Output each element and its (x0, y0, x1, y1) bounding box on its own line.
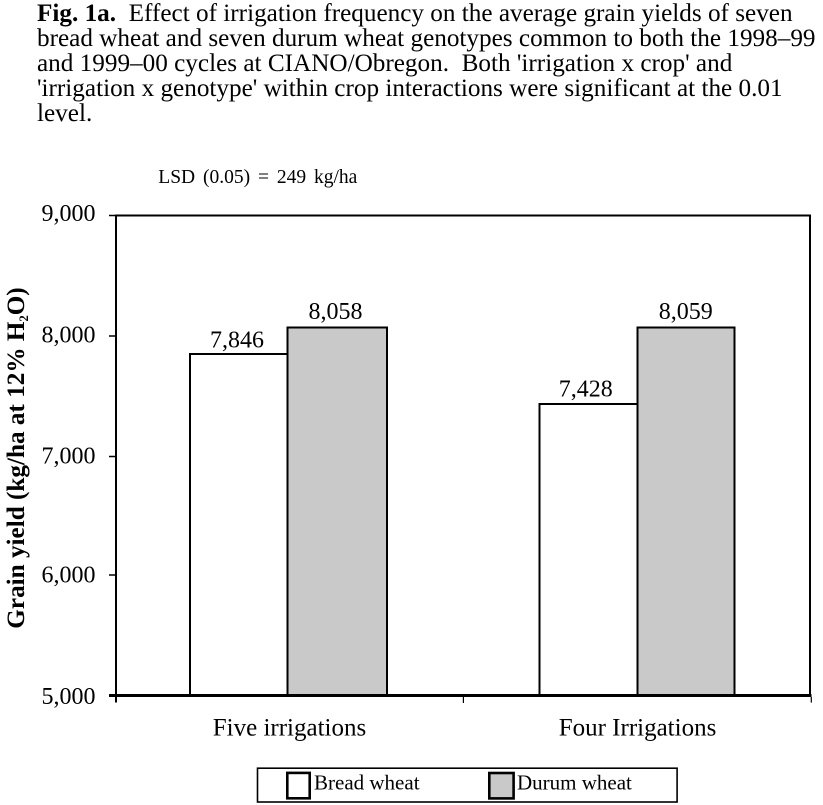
svg-text:LSD (0.05) = 249 kg/ha: LSD (0.05) = 249 kg/ha (158, 167, 357, 188)
svg-text:8,000: 8,000 (42, 323, 96, 349)
svg-text:7,846: 7,846 (210, 328, 264, 354)
svg-text:Bread wheat: Bread wheat (314, 771, 420, 795)
svg-text:9,000: 9,000 (42, 201, 96, 227)
svg-text:Five irrigations: Five irrigations (213, 715, 366, 742)
svg-text:7,000: 7,000 (42, 444, 96, 470)
svg-text:7,428: 7,428 (559, 377, 613, 403)
svg-text:Grain yield (kg/ha at 12% H2O): Grain yield (kg/ha at 12% H2O) (3, 287, 31, 628)
svg-text:6,000: 6,000 (42, 563, 96, 589)
svg-text:Four Irrigations: Four Irrigations (559, 715, 717, 742)
svg-text:Durum wheat: Durum wheat (517, 771, 632, 795)
svg-text:8,059: 8,059 (659, 299, 713, 325)
svg-text:5,000: 5,000 (42, 684, 96, 710)
svg-text:8,058: 8,058 (309, 299, 363, 325)
